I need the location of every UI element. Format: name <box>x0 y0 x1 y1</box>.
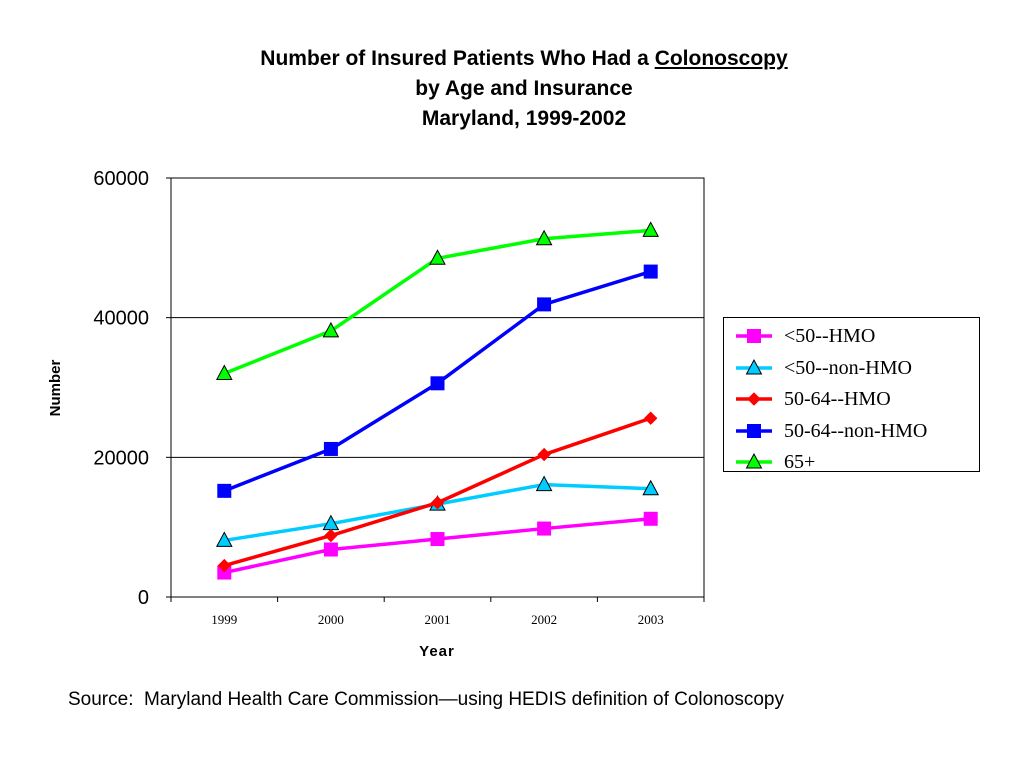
title-line-3: Maryland, 1999-2002 <box>421 107 627 130</box>
legend-marker <box>745 358 763 374</box>
legend-item: 65+ <box>724 449 979 475</box>
legend-item: <50--non-HMO <box>724 355 979 381</box>
legend-marker <box>745 452 763 469</box>
title-line-2: by Age and Insurance <box>415 77 633 100</box>
x-tick-label: 1999 <box>211 612 237 627</box>
chart-legend: <50--HMO <50--non-HMO 50-64--HMO 50-64--non… <box>723 317 980 475</box>
data-point <box>535 475 553 492</box>
legend-label: 65+ <box>784 451 816 473</box>
data-point <box>643 264 658 279</box>
y-tick-label: 60000 <box>93 168 149 190</box>
title-underlined-word: Colonoscopy <box>654 47 788 70</box>
data-point <box>643 411 658 425</box>
legend-item: 50-64--non-HMO <box>724 418 979 444</box>
y-tick-label: 0 <box>138 587 149 609</box>
x-axis-label: Year <box>419 643 455 660</box>
legend-item: 50-64--HMO <box>724 386 979 412</box>
legend-label: <50--non-HMO <box>784 356 912 379</box>
legend-label: 50-64--non-HMO <box>784 419 928 442</box>
source-note: Source: Maryland Health Care Commission—… <box>68 689 784 710</box>
data-point <box>215 531 233 547</box>
data-point <box>537 521 552 536</box>
data-point <box>323 542 338 557</box>
data-point <box>642 221 660 237</box>
data-point <box>217 483 232 498</box>
data-point <box>537 447 551 462</box>
y-tick-label: 20000 <box>93 447 149 469</box>
data-point <box>642 479 660 496</box>
chart-title: Number of Insured Patients Who Had a Col… <box>0 44 1024 134</box>
legend-marker <box>747 423 761 438</box>
legend-marker <box>747 392 761 406</box>
legend-label: 50-64--HMO <box>784 388 891 410</box>
data-point <box>643 511 658 526</box>
legend-swatch <box>736 329 772 343</box>
title-line-1: Number of Insured Patients Who Had a Col… <box>0 44 1024 74</box>
legend-label: <50--HMO <box>784 325 876 347</box>
data-point <box>324 528 338 543</box>
y-tick-label: 40000 <box>93 308 149 330</box>
x-tick-label: 2003 <box>638 612 664 627</box>
x-tick-label: 2002 <box>531 612 557 627</box>
x-tick-label: 2000 <box>318 612 344 627</box>
data-point <box>217 558 232 573</box>
legend-swatch <box>736 423 772 438</box>
legend-marker <box>747 329 761 343</box>
data-point <box>322 321 340 338</box>
data-point <box>215 364 233 381</box>
data-point <box>535 229 553 246</box>
legend-swatch <box>736 358 772 374</box>
x-tick-label: 2001 <box>425 612 451 627</box>
data-point <box>537 297 552 312</box>
legend-swatch <box>736 392 772 406</box>
data-point <box>430 532 445 547</box>
legend-swatch <box>736 452 772 469</box>
legend-item: <50--HMO <box>724 323 979 349</box>
title-prefix: Number of Insured Patients Who Had a <box>260 47 655 70</box>
data-point <box>430 496 445 510</box>
data-point <box>323 441 338 456</box>
y-axis-label: Number <box>47 360 64 417</box>
data-point <box>429 249 446 265</box>
data-point <box>430 376 445 391</box>
